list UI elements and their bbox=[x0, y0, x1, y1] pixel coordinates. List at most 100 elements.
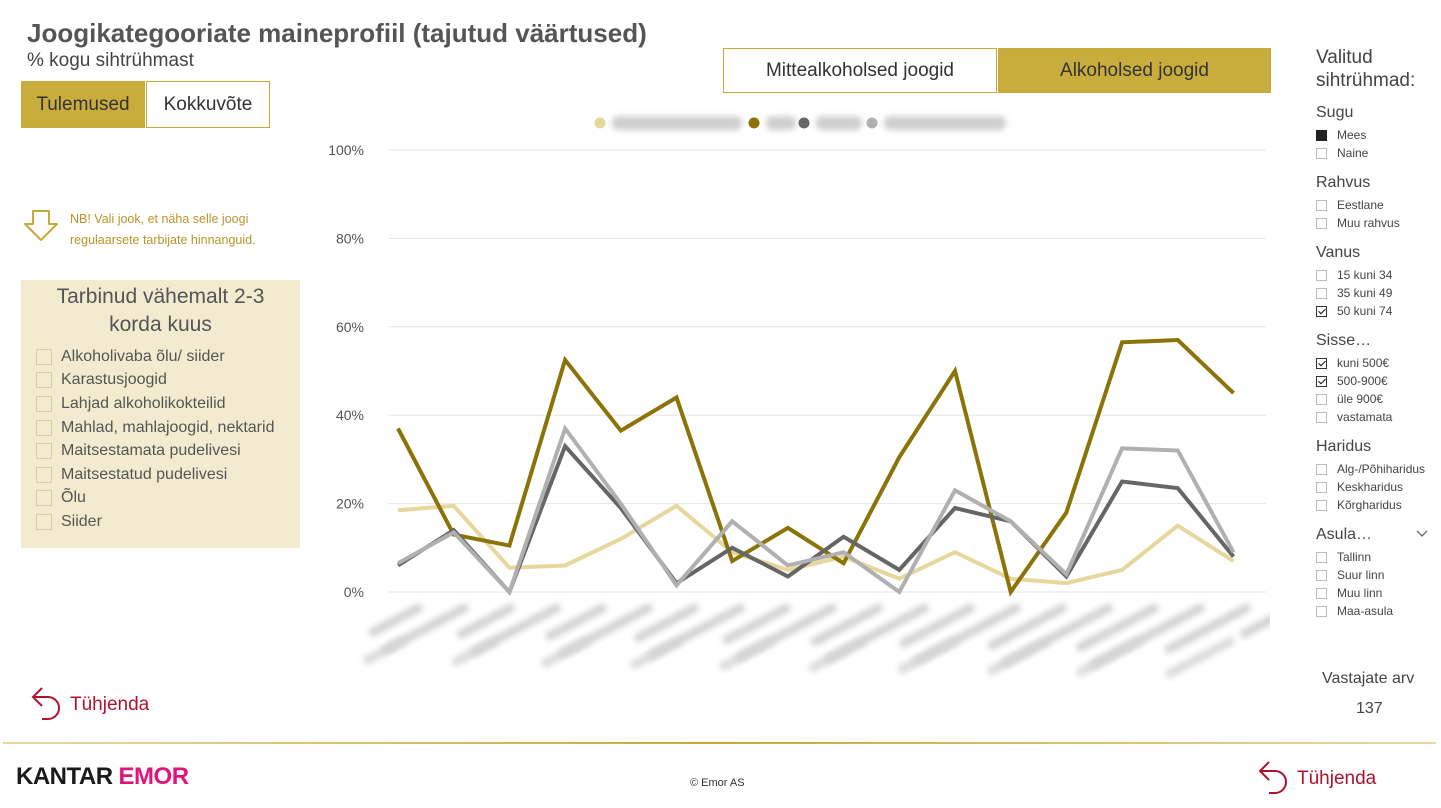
y-tick-label: 100% bbox=[328, 142, 364, 158]
filter-checkbox[interactable] bbox=[1316, 463, 1327, 475]
tab-results[interactable]: Tulemused bbox=[21, 81, 145, 128]
series-line[interactable] bbox=[397, 424, 1236, 596]
filter-option[interactable]: Naine bbox=[1316, 144, 1434, 162]
filter-checkbox[interactable] bbox=[1316, 129, 1327, 141]
consumption-filter-item-label: Alkoholivaba õlu/ siider bbox=[61, 347, 225, 365]
x-tick-label-redacted bbox=[735, 603, 837, 662]
filter-option[interactable]: Muu rahvus bbox=[1316, 214, 1434, 232]
filter-option[interactable]: üle 900€ bbox=[1316, 390, 1434, 408]
checkbox[interactable] bbox=[36, 395, 52, 412]
consumption-filter-item[interactable]: Karastusjoogid bbox=[36, 369, 300, 393]
y-tick-label: 80% bbox=[336, 230, 364, 246]
filter-section-label: Asula… bbox=[1316, 526, 1434, 544]
filter-option-label: Keskharidus bbox=[1337, 480, 1404, 494]
filter-section-title: Haridus bbox=[1316, 438, 1372, 455]
filter-option[interactable]: 50 kuni 74 bbox=[1316, 302, 1434, 320]
checkbox[interactable] bbox=[36, 443, 52, 460]
filter-option[interactable]: 35 kuni 49 bbox=[1316, 284, 1434, 302]
consumption-filter-list: Alkoholivaba õlu/ siider Karastusjoogid La… bbox=[21, 345, 300, 534]
filter-section-title: Vanus bbox=[1316, 244, 1361, 261]
legend-marker[interactable] bbox=[594, 117, 606, 129]
filter-option-label: Alg-/Põhiharidus bbox=[1337, 462, 1426, 476]
tab-alcoholic[interactable]: Alkoholsed joogid bbox=[998, 48, 1271, 93]
consumption-filter-item[interactable]: Mahlad, mahlajoogid, nektarid bbox=[36, 416, 300, 440]
filter-option-label: Mees bbox=[1337, 128, 1367, 142]
filter-checkbox[interactable] bbox=[1316, 217, 1327, 229]
filter-section-label: Rahvus bbox=[1316, 174, 1434, 192]
filter-section-title: Rahvus bbox=[1316, 174, 1371, 191]
checkbox[interactable] bbox=[36, 490, 52, 507]
checkbox[interactable] bbox=[36, 348, 52, 365]
filter-checkbox[interactable] bbox=[1316, 499, 1327, 511]
clear-button[interactable]: Tühjenda bbox=[28, 684, 149, 726]
x-tick-label-redacted bbox=[912, 603, 1021, 666]
series-line[interactable] bbox=[396, 338, 1235, 597]
filter-checkbox[interactable] bbox=[1316, 305, 1327, 317]
x-tick-label-redacted bbox=[987, 603, 1067, 676]
legend-marker[interactable] bbox=[866, 117, 878, 129]
filter-option[interactable]: Eestlane bbox=[1316, 196, 1434, 214]
copyright: © Emor AS bbox=[690, 777, 745, 789]
filter-checkbox[interactable] bbox=[1316, 411, 1327, 423]
filter-checkbox[interactable] bbox=[1316, 147, 1327, 159]
filter-option-label: 500-900€ bbox=[1337, 374, 1388, 388]
consumption-filter-item[interactable]: Lahjad alkoholikokteilid bbox=[36, 392, 300, 416]
legend-label-redacted bbox=[884, 116, 1006, 130]
consumption-filter-item-label: Õlu bbox=[61, 489, 86, 507]
filter-option-label: 35 kuni 49 bbox=[1337, 286, 1393, 300]
x-tick-label-redacted bbox=[558, 603, 653, 658]
filter-checkbox[interactable] bbox=[1316, 357, 1327, 369]
checkbox[interactable] bbox=[36, 372, 52, 389]
filter-checkbox[interactable] bbox=[1316, 393, 1327, 405]
checkbox[interactable] bbox=[36, 419, 52, 436]
filter-option[interactable]: Suur linn bbox=[1316, 566, 1434, 584]
filter-option[interactable]: vastamata bbox=[1316, 408, 1434, 426]
x-tick-label-redacted bbox=[647, 603, 745, 660]
respondents-count: 137 bbox=[1356, 700, 1383, 717]
brand-logo: KANTAR EMOR bbox=[16, 763, 189, 791]
filter-option-label: Suur linn bbox=[1337, 568, 1385, 582]
filter-section: Rahvus Eestlane Muu rahvus bbox=[1316, 174, 1434, 232]
consumption-filter-item[interactable]: Alkoholivaba õlu/ siider bbox=[36, 345, 300, 369]
series-line[interactable] bbox=[397, 503, 1235, 586]
filter-checkbox[interactable] bbox=[1316, 587, 1327, 599]
filter-option[interactable]: kuni 500€ bbox=[1316, 354, 1434, 372]
filter-checkbox[interactable] bbox=[1316, 199, 1327, 211]
selected-groups-title: Valitud sihtrühmad: bbox=[1316, 47, 1416, 91]
clear-button-bottom[interactable]: Tühjenda bbox=[1255, 758, 1376, 800]
series-line[interactable] bbox=[396, 442, 1236, 596]
filter-checkbox[interactable] bbox=[1316, 269, 1327, 281]
filter-option[interactable]: Mees bbox=[1316, 126, 1434, 144]
tab-summary[interactable]: Kokkuvõte bbox=[146, 81, 270, 128]
checkbox[interactable] bbox=[36, 466, 52, 483]
tab-non-alcoholic[interactable]: Mittealkoholsed joogid bbox=[723, 48, 997, 93]
filter-option[interactable]: Maa-asula bbox=[1316, 602, 1434, 620]
filter-option[interactable]: Kõrgharidus bbox=[1316, 496, 1434, 514]
clear-button-label: Tühjenda bbox=[70, 694, 150, 715]
filter-checkbox[interactable] bbox=[1316, 375, 1327, 387]
filter-checkbox[interactable] bbox=[1316, 569, 1327, 581]
consumption-filter-item[interactable]: Õlu bbox=[36, 487, 300, 511]
filter-option[interactable]: 500-900€ bbox=[1316, 372, 1434, 390]
legend-marker[interactable] bbox=[748, 117, 760, 129]
filter-option[interactable]: Muu linn bbox=[1316, 584, 1434, 602]
legend-marker[interactable] bbox=[798, 117, 810, 129]
filter-checkbox[interactable] bbox=[1316, 481, 1327, 493]
filter-option-label: üle 900€ bbox=[1337, 392, 1384, 406]
chevron-down-icon[interactable] bbox=[1416, 526, 1428, 544]
consumption-filter-item[interactable]: Maitsestamata pudelivesi bbox=[36, 439, 300, 463]
filter-section-label: Sisse… bbox=[1316, 332, 1434, 350]
filter-option[interactable]: Alg-/Põhiharidus bbox=[1316, 460, 1434, 478]
filter-checkbox[interactable] bbox=[1316, 605, 1327, 617]
filter-option-label: 50 kuni 74 bbox=[1337, 304, 1393, 318]
checkbox[interactable] bbox=[36, 513, 52, 530]
filter-option[interactable]: Keskharidus bbox=[1316, 478, 1434, 496]
filter-checkbox[interactable] bbox=[1316, 551, 1327, 563]
filter-section: Sisse… kuni 500€ 500-900€ üle 900€ vastamata bbox=[1316, 332, 1434, 426]
consumption-filter-item[interactable]: Siider bbox=[36, 510, 300, 534]
filter-option[interactable]: Tallinn bbox=[1316, 548, 1434, 566]
filter-checkbox[interactable] bbox=[1316, 287, 1327, 299]
consumption-filter-item[interactable]: Maitsestatud pudelivesi bbox=[36, 463, 300, 487]
filter-option[interactable]: 15 kuni 34 bbox=[1316, 266, 1434, 284]
hint-note: NB! Vali jook, et näha selle joogi regul… bbox=[22, 209, 256, 251]
